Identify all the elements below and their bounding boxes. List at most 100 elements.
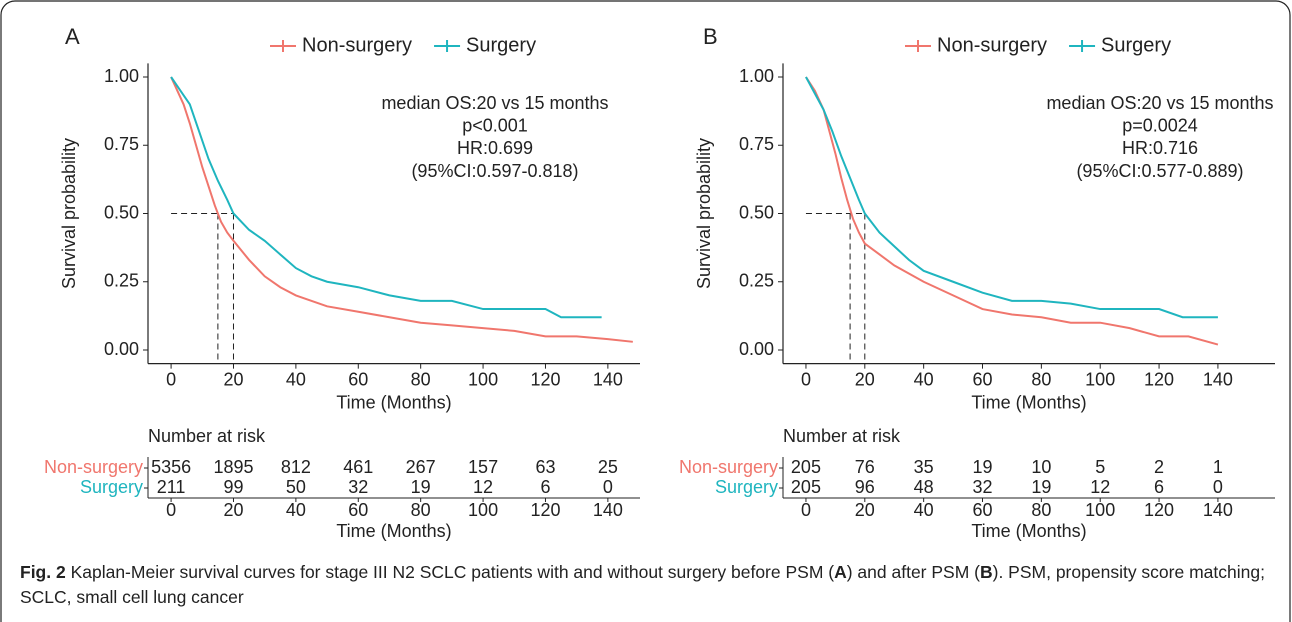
risk-count: 32	[348, 477, 368, 497]
x-tick-label: 80	[411, 369, 431, 389]
annotation: p=0.0024	[1122, 115, 1198, 135]
x-tick-label: 0	[801, 369, 811, 389]
y-tick-label: 0.25	[104, 271, 139, 291]
annotation: median OS:20 vs 15 months	[1046, 93, 1273, 113]
x-tick-label: 40	[286, 369, 306, 389]
caption-label: Fig. 2	[20, 562, 66, 582]
risk-count: 50	[286, 477, 306, 497]
y-tick-label: 0.75	[104, 134, 139, 154]
x-axis-label: Time (Months)	[336, 392, 451, 412]
risk-x-tick-label: 0	[801, 500, 811, 520]
risk-x-tick-label: 20	[855, 500, 875, 520]
risk-count: 35	[914, 457, 934, 477]
survival-curve	[170, 76, 633, 343]
risk-count: 48	[914, 477, 934, 497]
x-tick-label: 60	[348, 369, 368, 389]
risk-count: 157	[468, 457, 498, 477]
caption-text: Kaplan-Meier survival curves for stage I…	[65, 562, 835, 582]
caption-text: ). PSM, propensity score matching; SCLC,…	[20, 562, 1265, 607]
y-tick-label: 0.25	[739, 271, 774, 291]
risk-x-tick-label: 140	[1203, 500, 1233, 520]
annotation: median OS:20 vs 15 months	[381, 93, 608, 113]
legend-label: Surgery	[466, 34, 536, 56]
annotation: HR:0.716	[1122, 138, 1198, 158]
risk-row-label: Surgery	[80, 477, 143, 497]
risk-count: 1895	[213, 457, 253, 477]
risk-count: 211	[157, 477, 186, 497]
risk-count: 19	[972, 457, 992, 477]
risk-x-tick-label: 60	[348, 500, 368, 520]
annotation: p<0.001	[462, 115, 528, 135]
panel-label: B	[703, 24, 718, 49]
caption: Fig. 2 Kaplan-Meier survival curves for …	[20, 560, 1270, 610]
risk-table-title: Number at risk	[148, 426, 266, 446]
caption-text: ) and after PSM (	[846, 562, 980, 582]
risk-count: 6	[1154, 477, 1164, 497]
risk-count: 2	[1154, 457, 1164, 477]
y-tick-label: 0.00	[739, 339, 774, 359]
risk-count: 205	[791, 477, 821, 497]
risk-x-tick-label: 100	[1085, 500, 1115, 520]
risk-count: 96	[855, 477, 875, 497]
x-tick-label: 20	[855, 369, 875, 389]
risk-count: 0	[603, 477, 613, 497]
risk-count: 6	[540, 477, 550, 497]
x-tick-label: 140	[593, 369, 623, 389]
annotation: (95%CI:0.597-0.818)	[411, 161, 578, 181]
risk-count: 99	[223, 477, 243, 497]
risk-x-axis-label: Time (Months)	[971, 521, 1086, 541]
x-tick-label: 120	[1144, 369, 1174, 389]
y-tick-label: 0.75	[739, 134, 774, 154]
survival-curve	[805, 76, 1219, 346]
y-tick-label: 0.50	[104, 202, 139, 222]
caption-bold: A	[834, 562, 847, 582]
y-tick-label: 0.50	[739, 202, 774, 222]
y-axis-label: Survival probability	[59, 138, 79, 289]
risk-count: 205	[791, 457, 821, 477]
legend-label: Non-surgery	[937, 34, 1047, 56]
risk-count: 32	[972, 477, 992, 497]
x-tick-label: 140	[1203, 369, 1233, 389]
survival-curve	[805, 76, 1218, 319]
risk-x-tick-label: 120	[1144, 500, 1174, 520]
annotation: (95%CI:0.577-0.889)	[1076, 161, 1243, 181]
risk-row-label: Non-surgery	[44, 457, 143, 477]
x-tick-label: 120	[530, 369, 560, 389]
x-tick-label: 100	[1085, 369, 1115, 389]
y-tick-label: 1.00	[104, 66, 139, 86]
risk-x-tick-label: 40	[286, 500, 306, 520]
risk-count: 0	[1213, 477, 1223, 497]
risk-row-label: Surgery	[715, 477, 778, 497]
risk-x-tick-label: 40	[914, 500, 934, 520]
risk-x-tick-label: 20	[223, 500, 243, 520]
risk-count: 12	[473, 477, 493, 497]
legend-label: Surgery	[1101, 34, 1171, 56]
panel-label: A	[65, 24, 80, 49]
risk-x-axis-label: Time (Months)	[336, 521, 451, 541]
legend-label: Non-surgery	[302, 34, 412, 56]
risk-x-tick-label: 80	[1031, 500, 1051, 520]
risk-table-title: Number at risk	[783, 426, 901, 446]
x-tick-label: 80	[1031, 369, 1051, 389]
risk-x-tick-label: 140	[593, 500, 623, 520]
risk-x-tick-label: 60	[972, 500, 992, 520]
annotation: HR:0.699	[457, 138, 533, 158]
risk-count: 5356	[151, 457, 191, 477]
x-axis-label: Time (Months)	[971, 392, 1086, 412]
risk-count: 1	[1213, 457, 1223, 477]
x-tick-label: 40	[914, 369, 934, 389]
risk-count: 267	[406, 457, 436, 477]
caption-bold: B	[979, 562, 993, 582]
risk-count: 76	[855, 457, 875, 477]
risk-count: 5	[1095, 457, 1105, 477]
y-tick-label: 0.00	[104, 339, 139, 359]
risk-count: 12	[1090, 477, 1110, 497]
survival-curve	[170, 76, 602, 319]
risk-row-label: Non-surgery	[679, 457, 778, 477]
risk-x-tick-label: 120	[530, 500, 560, 520]
risk-count: 10	[1031, 457, 1051, 477]
risk-count: 63	[535, 457, 555, 477]
